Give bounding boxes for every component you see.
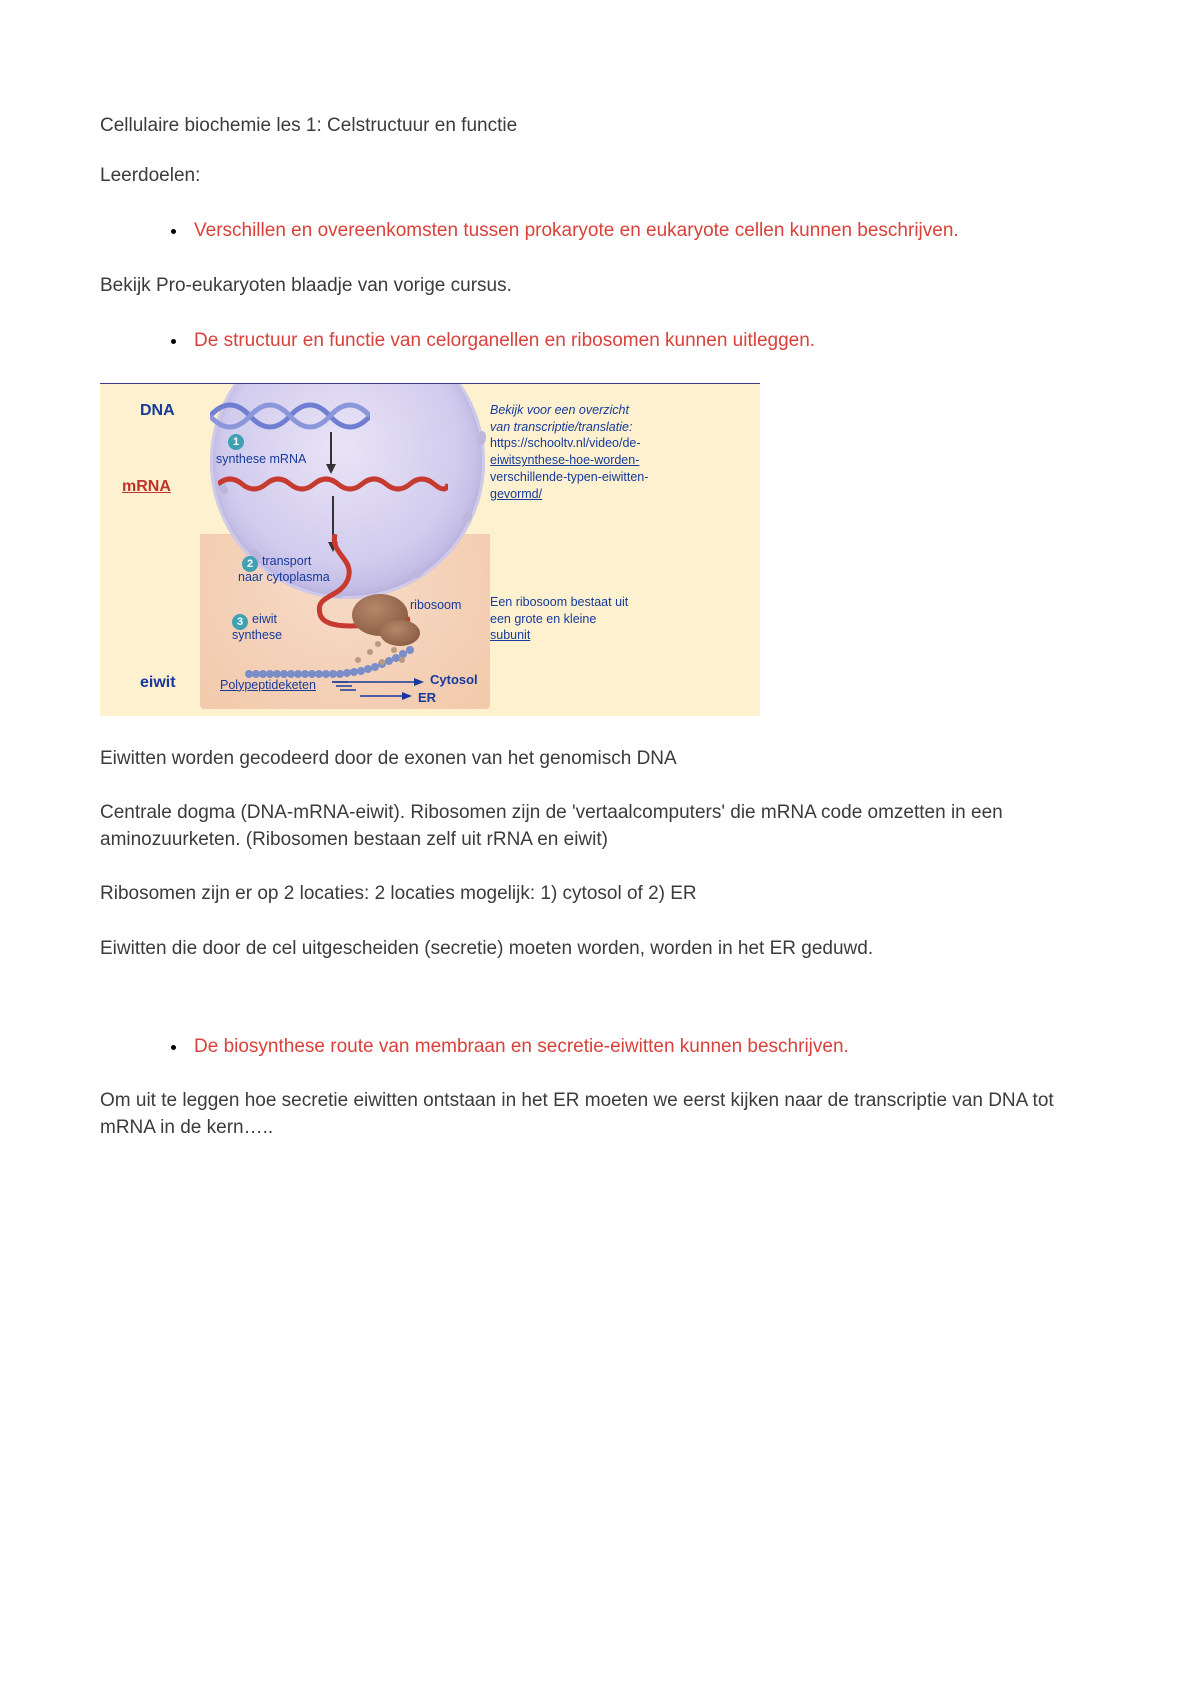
objective-item: De biosynthese route van membraan en sec… [188, 1033, 1100, 1061]
label-er: ER [418, 690, 436, 705]
arrow-stem [330, 432, 332, 464]
step-badge-1: 1 [228, 434, 244, 450]
page-title: Cellulaire biochemie les 1: Celstructuur… [100, 115, 1100, 137]
note-url-line: https://schooltv.nl/video/de- [490, 436, 641, 450]
objective-list: De structuur en functie van celorganelle… [100, 327, 1100, 355]
note-line: Bekijk voor een overzicht [490, 403, 629, 417]
objective-list: Verschillen en overeenkomsten tussen pro… [100, 217, 1100, 245]
amino-acid-dots [350, 640, 410, 670]
paragraph: Centrale dogma (DNA-mRNA-eiwit). Ribosom… [100, 800, 1100, 853]
arrow-down-icon [326, 464, 336, 474]
note-line: Een ribosoom bestaat uit [490, 595, 628, 609]
mrna-strand [218, 474, 448, 494]
diagram-note-transcription-link: Bekijk voor een overzicht van transcript… [490, 402, 730, 503]
objective-item: De structuur en functie van celorganelle… [188, 327, 1100, 355]
label-mrna: mRNA [122, 478, 171, 496]
dna-helix-icon [210, 394, 370, 439]
note-line: van transcriptie/translatie: [490, 420, 632, 434]
protein-synthesis-diagram: DNA mRNA eiwit 1 [100, 383, 760, 716]
label-dna: DNA [140, 402, 175, 420]
paragraph: Bekijk Pro-eukaryoten blaadje van vorige… [100, 273, 1100, 300]
note-url-line: verschillende-typen-eiwitten- [490, 470, 648, 484]
objective-list: De biosynthese route van membraan en sec… [100, 1033, 1100, 1061]
paragraph: Om uit te leggen hoe secretie eiwitten o… [100, 1088, 1100, 1141]
objective-item: Verschillen en overeenkomsten tussen pro… [188, 217, 1100, 245]
label-eiwit: eiwit [140, 674, 176, 692]
section-heading-leerdoelen: Leerdoelen: [100, 165, 1100, 187]
label-polypeptide-text: Polypeptideketen [220, 678, 316, 692]
nuclear-pore [477, 430, 486, 445]
step-label-3a: eiwit [252, 612, 277, 627]
note-line: een grote en kleine [490, 612, 596, 626]
label-cytosol: Cytosol [430, 672, 478, 687]
diagram-note-ribosome: Een ribosoom bestaat uit een grote en kl… [490, 594, 730, 645]
step-label-1: synthese mRNA [216, 452, 306, 467]
label-ribosoom: ribosoom [410, 598, 461, 612]
note-url-link[interactable]: eiwitsynthese-hoe-worden- [490, 453, 639, 467]
document-page: Cellulaire biochemie les 1: Celstructuur… [0, 0, 1200, 1269]
note-link-subunit[interactable]: subunit [490, 628, 530, 642]
label-polypeptide: Polypeptideketen [220, 678, 316, 692]
paragraph: Eiwitten worden gecodeerd door de exonen… [100, 746, 1100, 773]
paragraph: Ribosomen zijn er op 2 locaties: 2 locat… [100, 881, 1100, 908]
step-label-3b: synthese [232, 628, 282, 643]
paragraph: Eiwitten die door de cel uitgescheiden (… [100, 936, 1100, 963]
location-arrows [332, 676, 432, 706]
note-url-link[interactable]: gevormd/ [490, 487, 542, 501]
